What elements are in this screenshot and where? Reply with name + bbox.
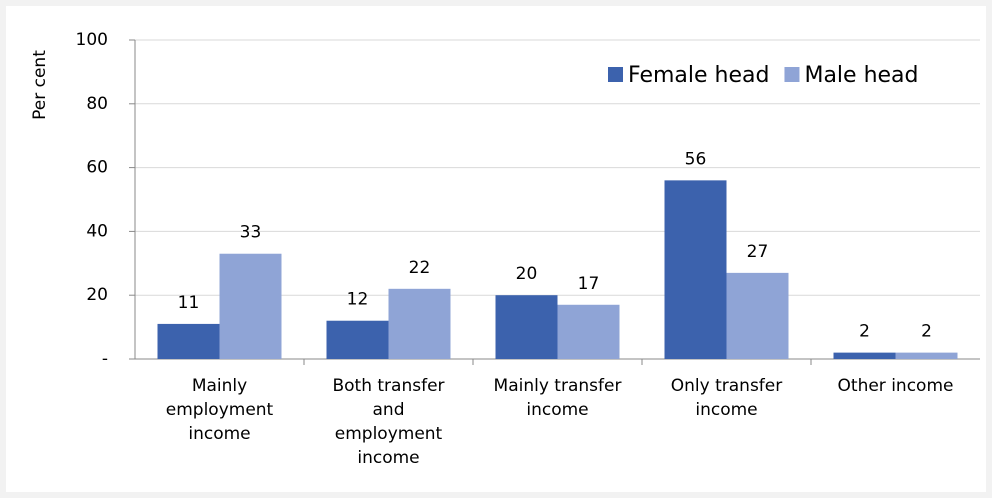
x-tick-label: Mainly employment income	[165, 376, 274, 444]
y-tick-label: 20	[86, 285, 108, 305]
y-tick-label: -	[102, 349, 108, 369]
data-label: 33	[240, 223, 262, 243]
y-tick-label: 100	[76, 30, 108, 50]
x-tick-label: Other income	[837, 376, 954, 396]
legend-swatch	[608, 67, 623, 82]
data-label: 2	[921, 322, 932, 342]
legend-swatch	[784, 67, 800, 82]
bar	[664, 180, 727, 359]
bar	[895, 352, 958, 359]
x-tick-label: Only transfer income	[670, 376, 783, 420]
legend-label: Male head	[804, 63, 918, 88]
bar	[557, 304, 620, 359]
y-tick-label: 40	[86, 221, 108, 241]
data-label: 11	[178, 293, 200, 313]
data-label: 17	[578, 274, 600, 294]
y-tick-label: 80	[86, 94, 108, 114]
bar	[326, 320, 389, 359]
data-label: 56	[685, 149, 707, 169]
data-label: 22	[409, 258, 431, 278]
y-tick-label: 60	[86, 158, 108, 178]
data-label: 12	[347, 290, 369, 310]
x-tick-label: Mainly transfer income	[493, 376, 622, 420]
bar	[833, 352, 896, 359]
bar	[388, 288, 451, 359]
bar	[495, 295, 558, 359]
y-axis-label: Per cent	[30, 50, 50, 120]
data-label: 27	[747, 242, 769, 262]
x-tick-label: Both transfer and employment income	[332, 376, 445, 468]
legend-label: Female head	[628, 63, 769, 88]
chart-area	[6, 6, 986, 492]
bar	[219, 253, 282, 359]
data-label: 2	[859, 322, 870, 342]
data-label: 20	[516, 264, 538, 284]
bar	[157, 323, 220, 359]
bar	[726, 272, 789, 359]
